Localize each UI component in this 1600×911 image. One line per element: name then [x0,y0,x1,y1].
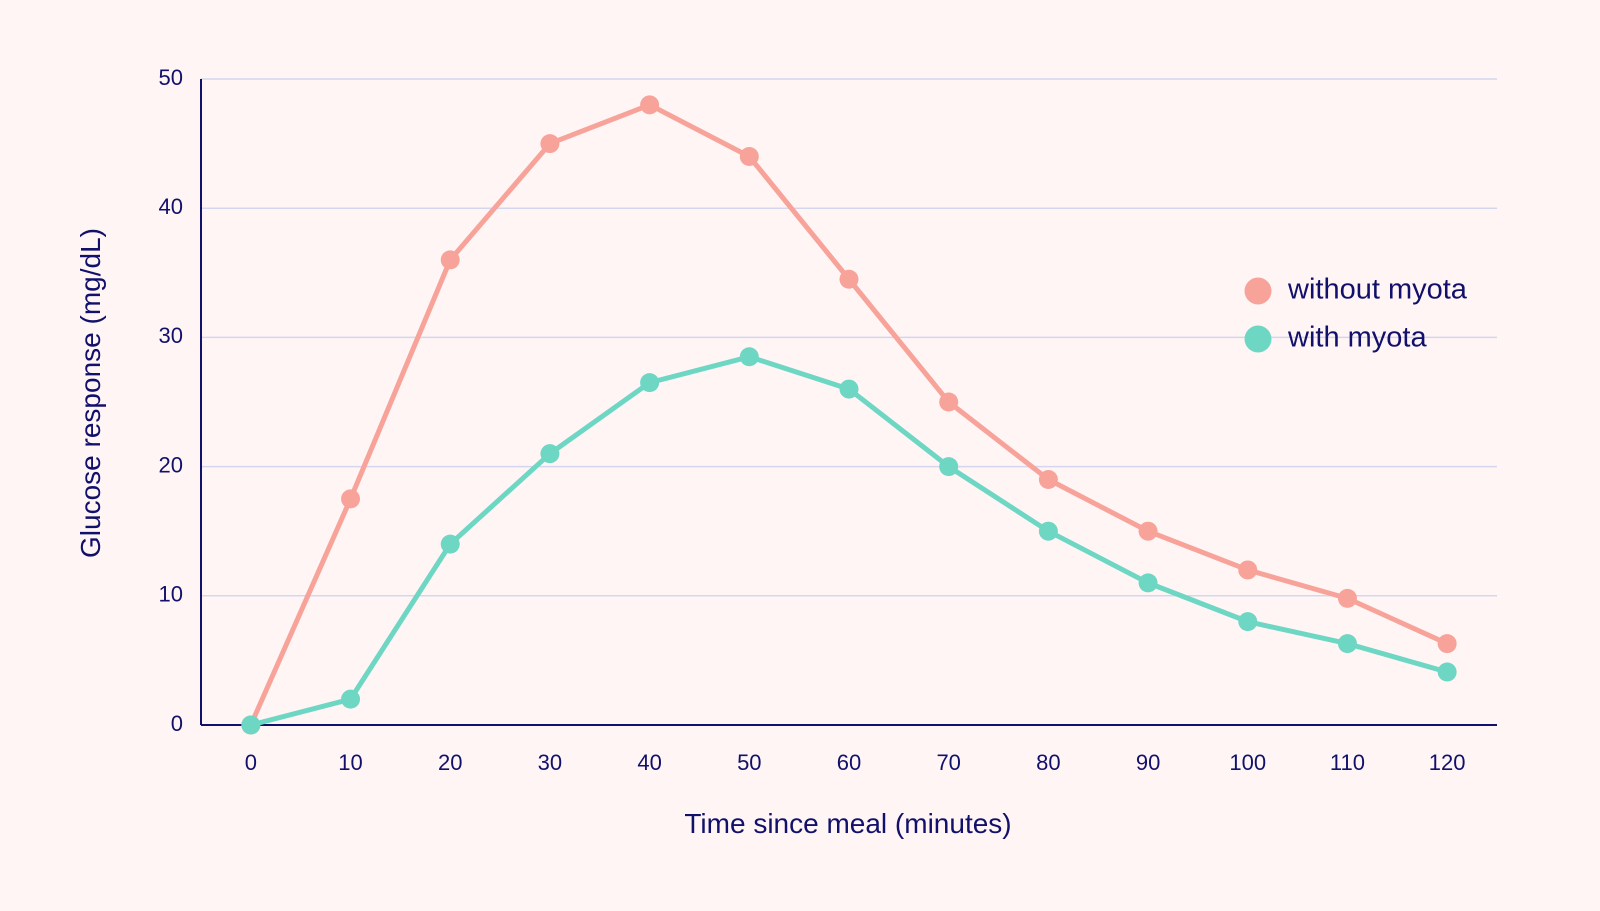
axes [200,79,1497,726]
y-tick-label: 10 [159,582,183,607]
y-axis-title: Glucose response (mg/dL) [75,228,106,558]
x-axis-title: Time since meal (minutes) [684,808,1011,839]
legend-item: without myota [1244,274,1468,306]
data-point [1138,521,1158,541]
x-tick-label: 20 [438,750,462,775]
series-line [248,354,1450,728]
x-tick-label: 50 [737,750,761,775]
data-point [241,715,261,735]
series-with-myota [241,347,1457,735]
data-point [1038,521,1058,541]
data-point [1437,634,1457,654]
legend-swatch [1244,277,1272,305]
legend-label: with myota [1287,322,1427,354]
x-tick-labels: 0 10 20 30 40 50 60 70 80 90 100 110 120 [245,750,1466,775]
data-point [739,347,759,367]
series-line [248,102,1450,728]
y-tick-labels: 0 10 20 30 40 50 [159,65,183,736]
data-point [1138,573,1158,593]
data-point [1238,612,1258,632]
x-tick-label: 0 [245,750,257,775]
data-point [939,392,959,412]
x-tick-label: 10 [338,750,362,775]
y-tick-label: 0 [171,711,183,736]
x-tick-label: 80 [1036,750,1060,775]
x-tick-label: 40 [637,750,661,775]
x-tick-label: 70 [936,750,960,775]
x-tick-label: 60 [837,750,861,775]
x-tick-label: 120 [1429,750,1466,775]
legend-swatch [1244,325,1272,353]
x-tick-label: 100 [1229,750,1266,775]
y-tick-label: 20 [159,452,183,477]
y-tick-label: 40 [159,194,183,219]
data-point [440,250,460,270]
legend-label: without myota [1287,274,1468,306]
legend-item: with myota [1244,322,1427,354]
data-point [1337,634,1357,654]
data-point [1238,560,1258,580]
data-point [1437,662,1457,682]
data-point [540,134,560,154]
legend: without myota with myota [1244,274,1468,354]
data-point [839,379,859,399]
x-tick-label: 30 [538,750,562,775]
data-point [540,444,560,464]
series-without-myota [241,95,1457,735]
data-point [640,373,660,393]
x-tick-label: 90 [1136,750,1160,775]
series [241,95,1457,735]
y-tick-label: 30 [159,323,183,348]
data-point [1337,588,1357,608]
y-tick-label: 50 [159,65,183,90]
data-point [440,534,460,554]
data-point [839,269,859,289]
data-point [341,489,361,509]
data-point [1038,470,1058,490]
data-point [739,147,759,167]
data-point [640,95,660,115]
data-point [939,457,959,477]
data-point [341,689,361,709]
x-tick-label: 110 [1330,750,1365,775]
